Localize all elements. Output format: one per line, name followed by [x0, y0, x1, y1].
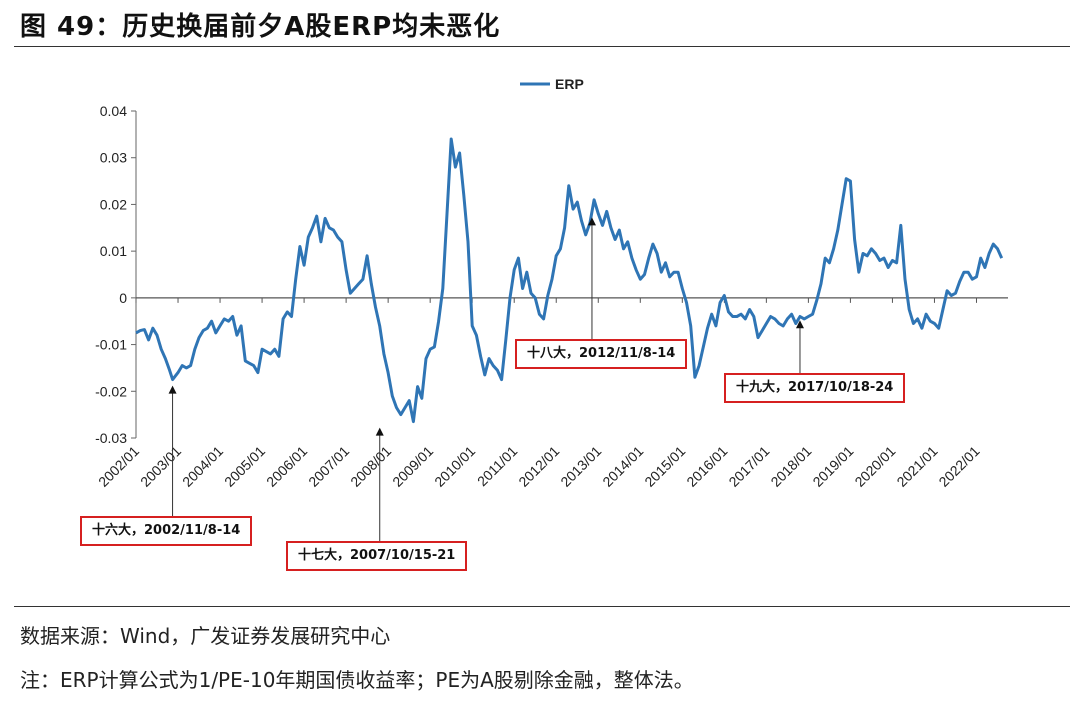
- x-tick-label: 2014/01: [599, 443, 646, 490]
- y-tick-label: 0.04: [100, 103, 127, 119]
- chart-legend: ERP: [520, 76, 584, 92]
- annotation-arrowhead: [587, 217, 596, 226]
- series-layer: [135, 137, 1004, 424]
- x-tick-label: 2008/01: [347, 443, 394, 490]
- x-tick-label: 2007/01: [305, 443, 352, 490]
- x-tick-label: 2019/01: [809, 443, 856, 490]
- x-tick-label: 2017/01: [725, 443, 772, 490]
- annotation-17th-congress: 十七大，2007/10/15-21: [286, 541, 468, 571]
- x-tick-label: 2002/01: [95, 443, 142, 490]
- y-tick-label: -0.02: [95, 383, 127, 399]
- x-tick-label: 2005/01: [221, 443, 268, 490]
- footer-divider: [14, 606, 1070, 607]
- y-tick-label: 0: [119, 290, 127, 306]
- x-tick-label: 2012/01: [515, 443, 562, 490]
- x-tick-label: 2011/01: [474, 443, 521, 490]
- y-tick-label: 0.03: [100, 150, 127, 166]
- annotation-18th-congress: 十八大，2012/11/8-14: [515, 339, 688, 369]
- erp-line-chart: ERP 0.04 0.03 0.02 0.01 0 -0.01 -0.02 -0.03 200…: [95, 76, 1008, 541]
- page-title: 图 49：历史换届前夕A股ERP均未恶化: [20, 12, 501, 42]
- x-tick-label: 2010/01: [431, 443, 478, 490]
- data-source: 数据来源：Wind，广发证券发展研究中心: [20, 624, 391, 648]
- annotation-19th-congress: 十九大，2017/10/18-24: [724, 373, 906, 403]
- annotation-arrowhead: [375, 427, 384, 436]
- y-tick-label: -0.03: [95, 430, 127, 446]
- annotation-arrows: [168, 217, 804, 541]
- y-axis: 0.04 0.03 0.02 0.01 0 -0.01 -0.02 -0.03: [95, 103, 137, 446]
- x-tick-label: 2016/01: [683, 443, 730, 490]
- annotation-16th-congress: 十六大，2002/11/8-14: [80, 516, 253, 546]
- footnote: 注：ERP计算公式为1/PE-10年期国债收益率；PE为A股剔除金融，整体法。: [20, 668, 694, 692]
- series-line-erp: [135, 137, 1004, 424]
- y-tick-label: 0.02: [100, 196, 127, 212]
- x-tick-label: 2009/01: [389, 443, 436, 490]
- title-divider: [14, 46, 1070, 47]
- x-tick-label: 2006/01: [263, 443, 310, 490]
- annotation-arrowhead: [795, 320, 804, 329]
- y-tick-label: -0.01: [95, 337, 127, 353]
- x-tick-label: 2020/01: [851, 443, 898, 490]
- x-tick-label: 2021/01: [893, 443, 940, 490]
- y-tick-label: 0.01: [100, 243, 127, 259]
- x-tick-label: 2013/01: [557, 443, 604, 490]
- x-tick-label: 2003/01: [137, 443, 184, 490]
- x-tick-label: 2022/01: [936, 443, 983, 490]
- x-tick-label: 2015/01: [641, 443, 688, 490]
- legend-label-erp: ERP: [555, 76, 584, 92]
- x-tick-label: 2004/01: [179, 443, 226, 490]
- x-tick-label: 2018/01: [767, 443, 814, 490]
- annotation-arrowhead: [168, 385, 177, 394]
